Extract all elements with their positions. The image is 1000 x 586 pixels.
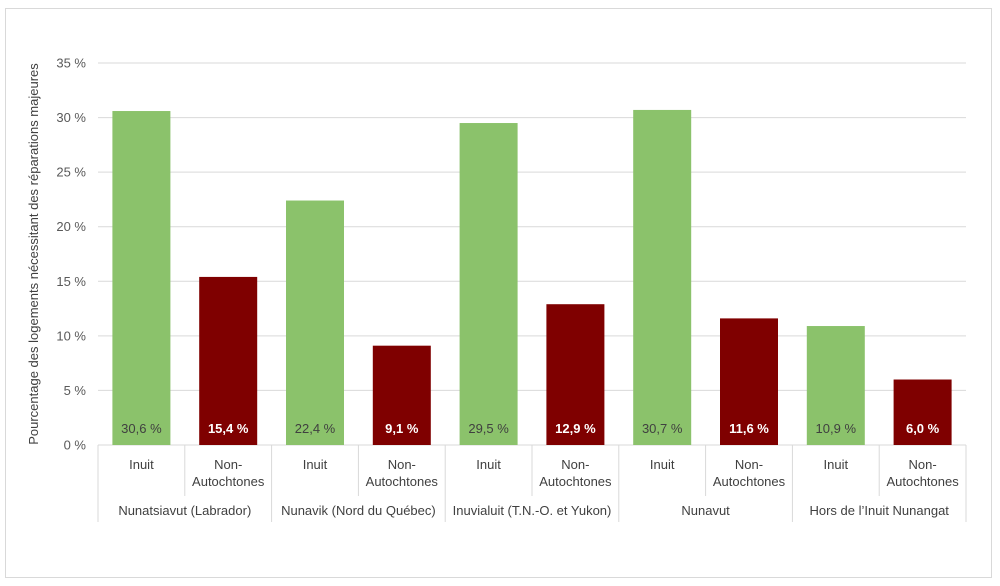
y-tick-label: 25 % xyxy=(56,165,86,180)
bar xyxy=(806,326,865,445)
category-label: Inuit xyxy=(476,457,501,472)
category-label: Inuit xyxy=(650,457,675,472)
data-label: 30,7 % xyxy=(642,421,683,436)
bar xyxy=(199,276,258,445)
bar xyxy=(546,304,605,445)
y-tick-label: 10 % xyxy=(56,328,86,343)
y-tick-label: 30 % xyxy=(56,110,86,125)
category-label: Non- xyxy=(388,457,416,472)
category-label: Autochtones xyxy=(886,474,959,489)
data-label: 22,4 % xyxy=(295,421,336,436)
bar xyxy=(720,318,778,445)
bar xyxy=(893,379,952,445)
group-label: Nunavik (Nord du Québec) xyxy=(281,503,436,518)
data-label: 15,4 % xyxy=(208,421,249,436)
category-label: Inuit xyxy=(129,457,154,472)
category-label: Non- xyxy=(214,457,242,472)
category-label: Non- xyxy=(561,457,589,472)
data-label: 11,6 % xyxy=(729,421,769,436)
data-label: 9,1 % xyxy=(385,421,419,436)
category-label: Autochtones xyxy=(192,474,265,489)
bar xyxy=(372,345,431,445)
category-label: Autochtones xyxy=(366,474,439,489)
data-label: 29,5 % xyxy=(468,421,509,436)
y-tick-label: 35 % xyxy=(56,56,86,71)
chart-frame xyxy=(5,8,992,578)
bar xyxy=(459,123,518,446)
bar xyxy=(633,109,692,445)
category-label: Non- xyxy=(735,457,763,472)
category-label: Autochtones xyxy=(713,474,786,489)
data-label: 12,9 % xyxy=(555,421,596,436)
data-label: 30,6 % xyxy=(121,421,162,436)
data-label: 10,9 % xyxy=(816,421,857,436)
y-tick-label: 5 % xyxy=(64,383,87,398)
y-tick-label: 0 % xyxy=(64,438,87,453)
category-label: Inuit xyxy=(303,457,328,472)
y-axis-title: Pourcentage des logements nécessitant de… xyxy=(26,63,41,445)
y-tick-label: 20 % xyxy=(56,219,86,234)
group-label: Nunavut xyxy=(681,503,730,518)
group-label: Inuvialuit (T.N.-O. et Yukon) xyxy=(453,503,612,518)
group-label: Nunatsiavut (Labrador) xyxy=(118,503,251,518)
category-label: Inuit xyxy=(824,457,849,472)
category-label: Autochtones xyxy=(539,474,612,489)
y-tick-label: 15 % xyxy=(56,274,86,289)
group-label: Hors de l’Inuit Nunangat xyxy=(809,503,949,518)
bar xyxy=(112,111,171,445)
data-label: 6,0 % xyxy=(906,421,940,436)
bar xyxy=(286,200,344,445)
category-label: Non- xyxy=(909,457,937,472)
